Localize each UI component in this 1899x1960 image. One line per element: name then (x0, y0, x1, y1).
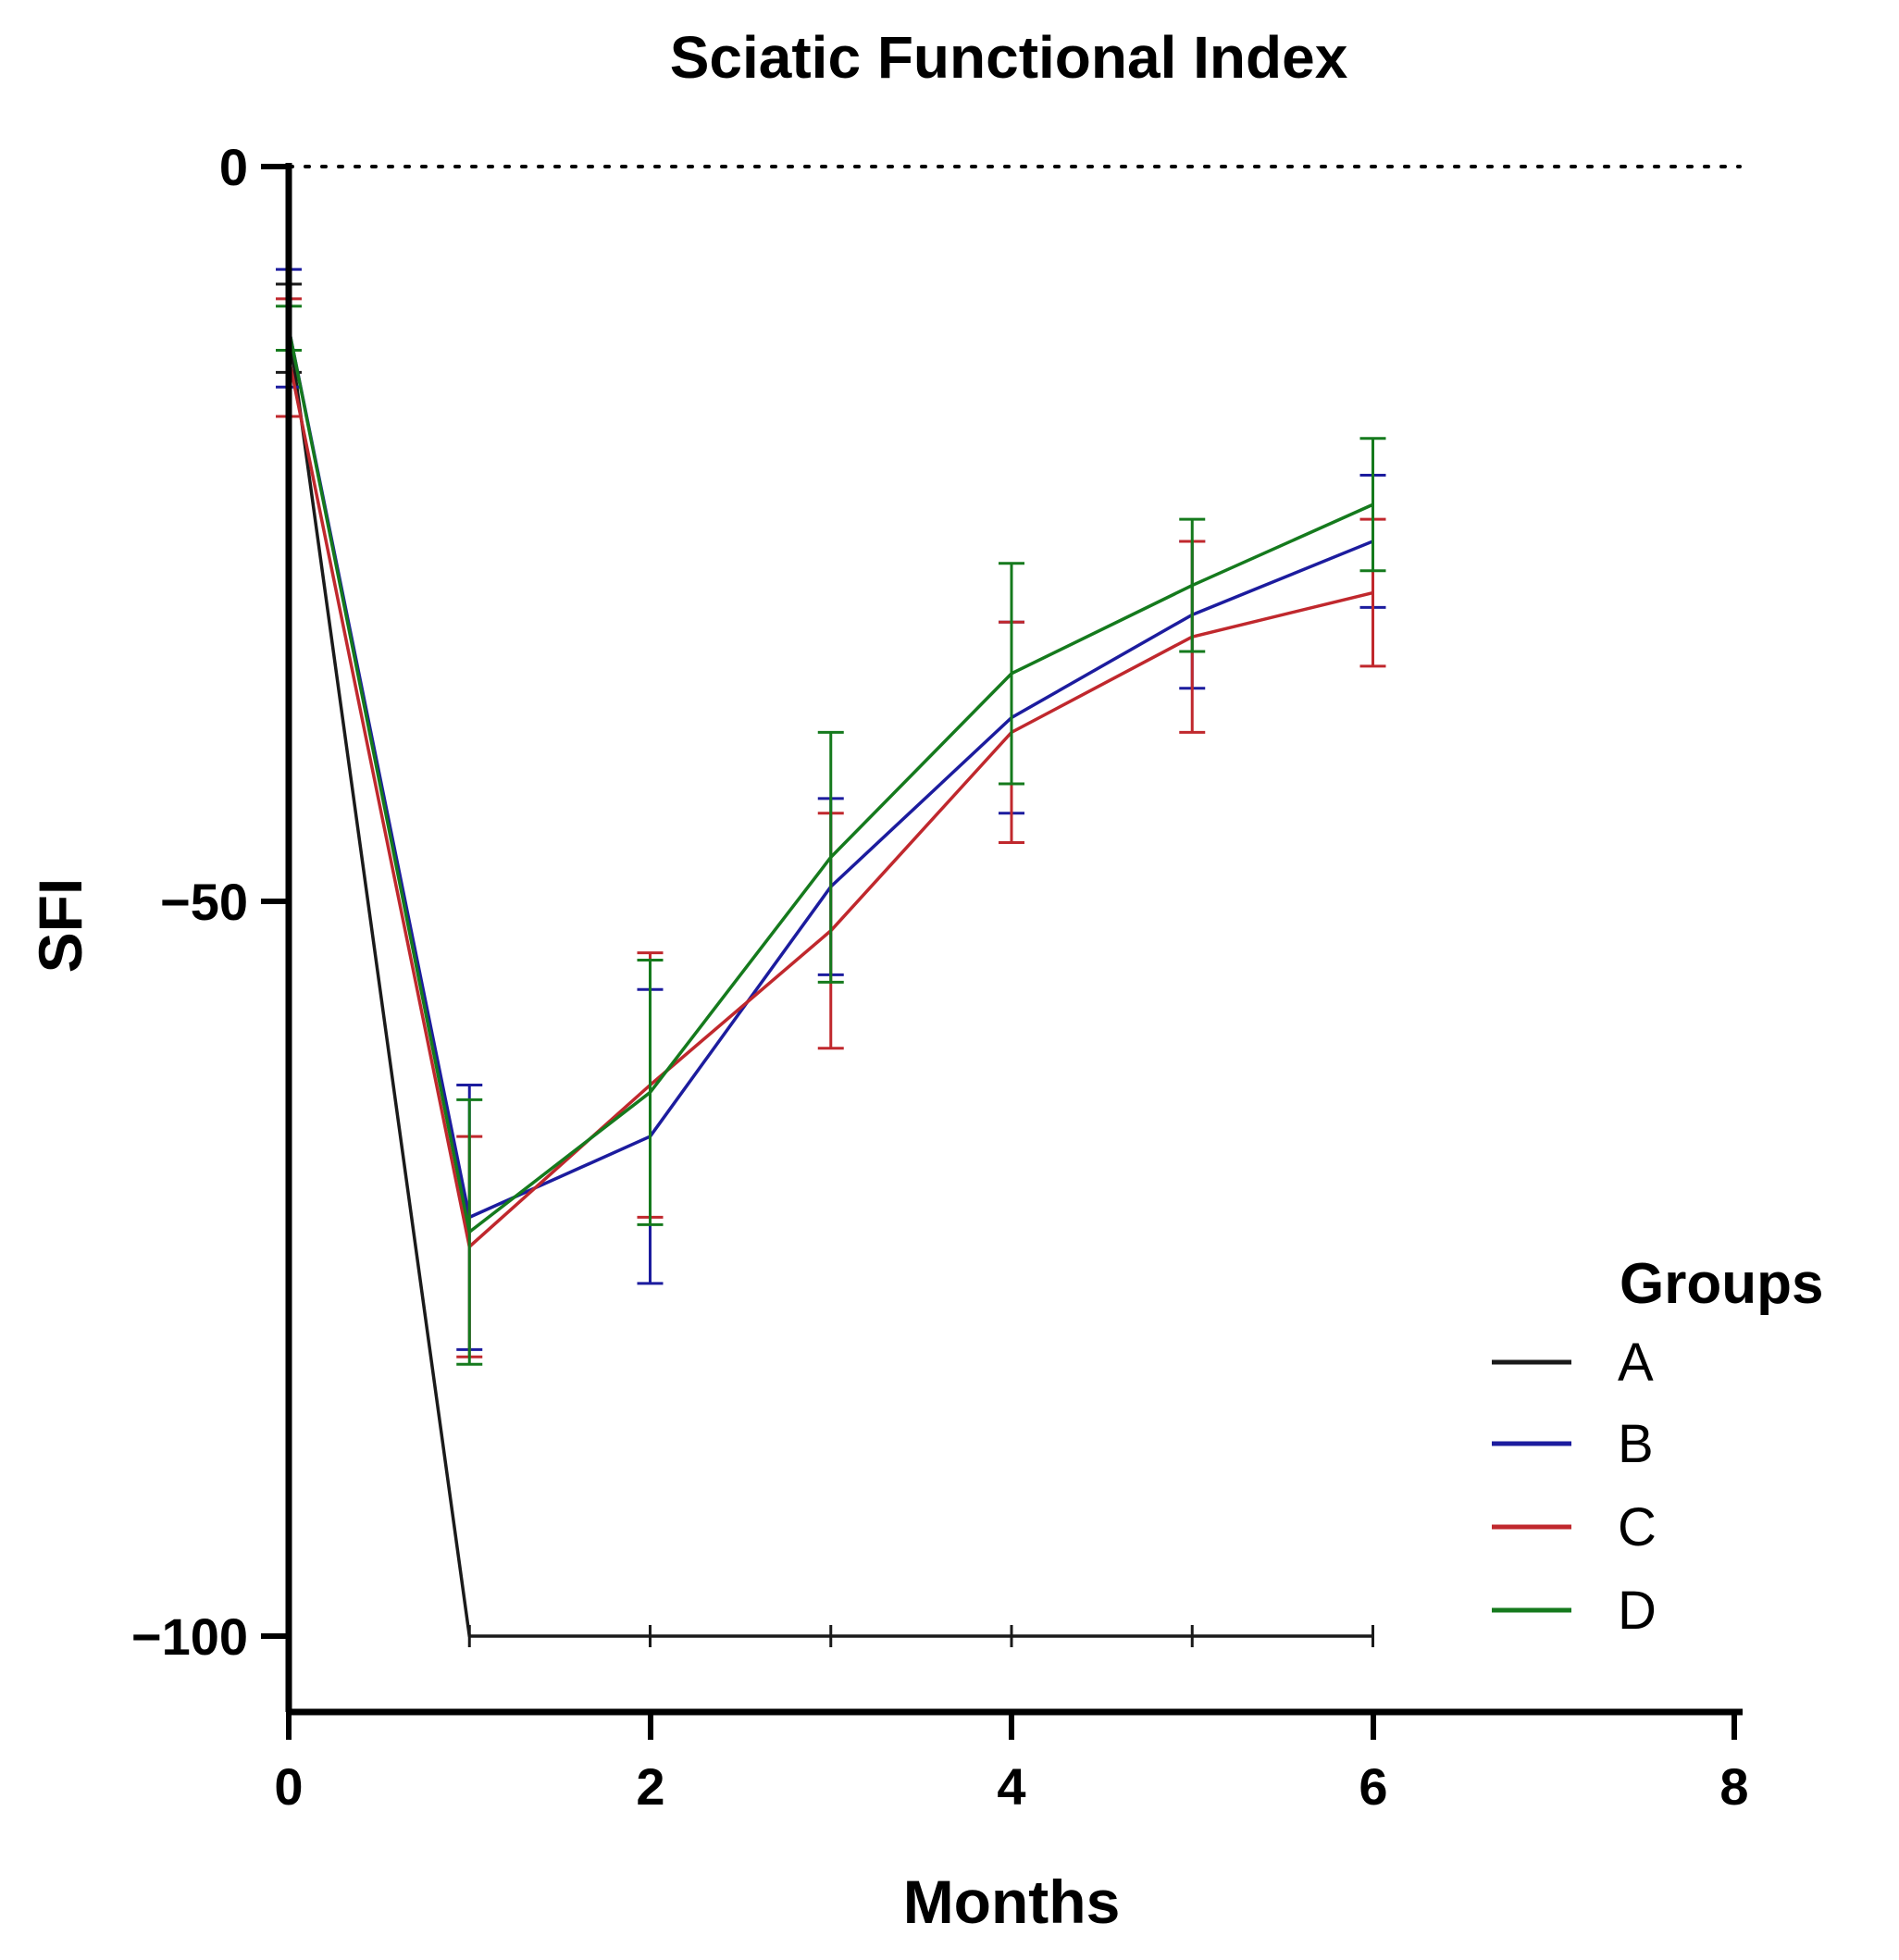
legend-label-d: D (1618, 1581, 1657, 1641)
x-tick-label: 2 (636, 1757, 664, 1816)
chart-title: Sciatic Functional Index (670, 24, 1348, 91)
series-layer (276, 267, 1386, 1647)
x-tick-label: 0 (274, 1757, 303, 1816)
legend-label-c: C (1618, 1497, 1657, 1557)
x-tick-label: 8 (1719, 1757, 1748, 1816)
series-a-line (287, 328, 1373, 1638)
x-tick-label: 6 (1359, 1757, 1387, 1816)
series-a (276, 282, 1374, 1647)
y-tick-label: 0 (219, 138, 248, 196)
legend-title: Groups (1620, 1252, 1823, 1316)
y-tick-label: −100 (131, 1607, 248, 1666)
legend-label-a: A (1618, 1333, 1654, 1393)
series-d (276, 304, 1386, 1366)
legend: Groups A B C D (1492, 1252, 1823, 1641)
y-tick-label: −50 (160, 873, 248, 931)
x-axis-title: Months (903, 1867, 1121, 1936)
plot-area (276, 163, 1743, 1716)
y-axis-ticks: 0 −50 −100 (131, 138, 289, 1666)
x-axis-ticks: 0 2 4 6 8 (274, 1712, 1749, 1816)
legend-label-b: B (1618, 1414, 1654, 1474)
y-axis-title: SFI (26, 878, 94, 974)
x-tick-label: 4 (997, 1757, 1025, 1816)
series-d-line (287, 328, 1374, 1234)
